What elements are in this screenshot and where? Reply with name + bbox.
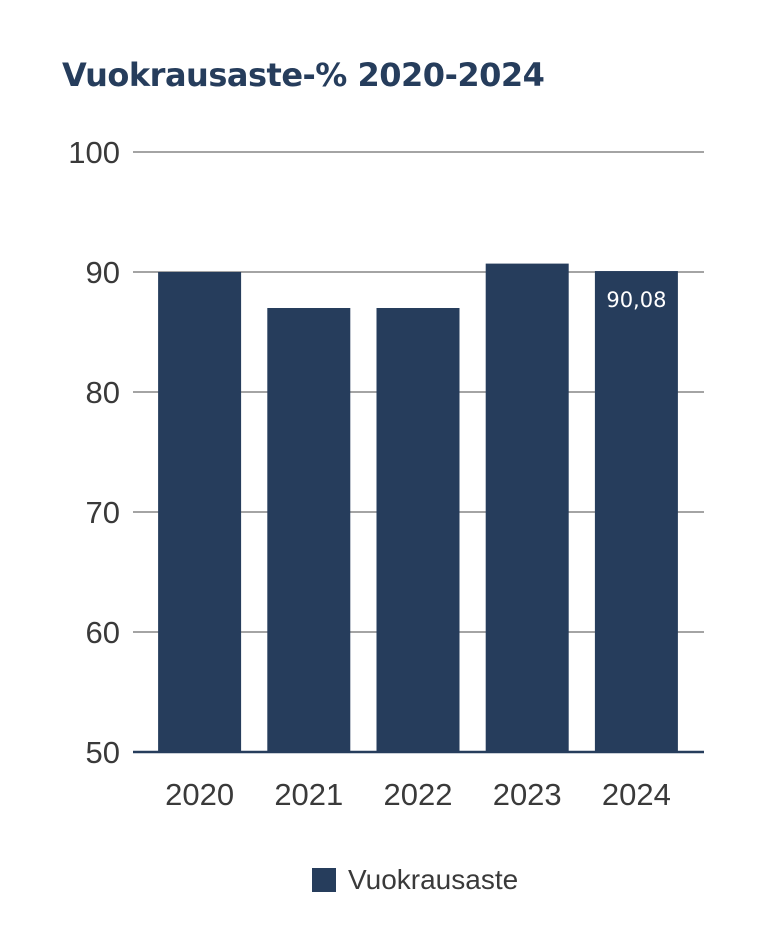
chart-title: Vuokrausaste-% 2020-2024 bbox=[62, 56, 545, 94]
y-tick-label: 90 bbox=[86, 255, 120, 290]
x-tick-label: 2024 bbox=[602, 777, 671, 812]
legend-swatch bbox=[312, 868, 336, 892]
y-tick-label: 100 bbox=[68, 135, 120, 170]
x-tick-label: 2023 bbox=[493, 777, 562, 812]
legend-label: Vuokrausaste bbox=[348, 864, 519, 895]
bar-2022 bbox=[376, 308, 460, 752]
x-tick-label: 2022 bbox=[384, 777, 453, 812]
bar-2020 bbox=[158, 272, 242, 752]
x-tick-label: 2021 bbox=[274, 777, 343, 812]
bar-2023 bbox=[485, 263, 569, 752]
data-label: 90,08 bbox=[606, 288, 666, 312]
y-tick-label: 80 bbox=[86, 375, 120, 410]
bar-2024 bbox=[594, 271, 678, 752]
bar-2021 bbox=[267, 308, 351, 752]
y-tick-label: 50 bbox=[86, 735, 120, 770]
y-tick-label: 70 bbox=[86, 495, 120, 530]
x-tick-label: 2020 bbox=[165, 777, 234, 812]
y-tick-label: 60 bbox=[86, 615, 120, 650]
legend: Vuokrausaste bbox=[312, 864, 518, 896]
